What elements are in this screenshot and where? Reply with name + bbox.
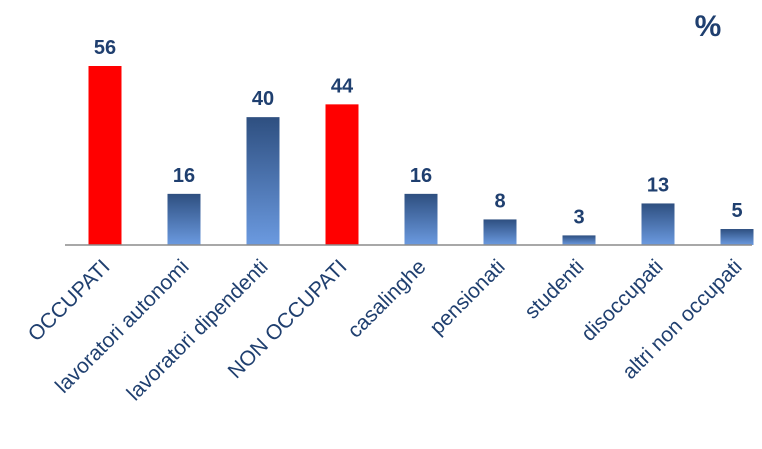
bar-3 — [325, 104, 359, 245]
value-label-7: 13 — [647, 174, 669, 196]
bar-0 — [88, 66, 122, 245]
bar-1 — [167, 193, 201, 245]
value-label-2: 40 — [252, 88, 274, 110]
bars-layer — [88, 66, 754, 245]
category-label-6: studenti — [520, 255, 588, 323]
value-label-6: 3 — [573, 206, 584, 228]
category-label-2: lavoratori dipendenti — [123, 255, 273, 405]
value-label-0: 56 — [94, 37, 116, 59]
bar-2 — [246, 117, 280, 245]
bar-8 — [720, 229, 754, 245]
value-label-5: 8 — [494, 190, 505, 212]
category-label-5: pensionati — [426, 255, 510, 339]
bar-5 — [483, 219, 517, 245]
category-label-4: casalinghe — [343, 255, 430, 342]
unit-label: % — [695, 10, 722, 43]
category-label-1: lavoratori autonomi — [51, 255, 194, 398]
value-label-8: 5 — [731, 200, 742, 222]
bar-6 — [562, 235, 596, 245]
value-label-3: 44 — [331, 75, 354, 97]
bar-4 — [404, 193, 438, 245]
value-label-4: 16 — [410, 165, 432, 187]
value-label-1: 16 — [173, 165, 195, 187]
bar-7 — [641, 203, 675, 245]
